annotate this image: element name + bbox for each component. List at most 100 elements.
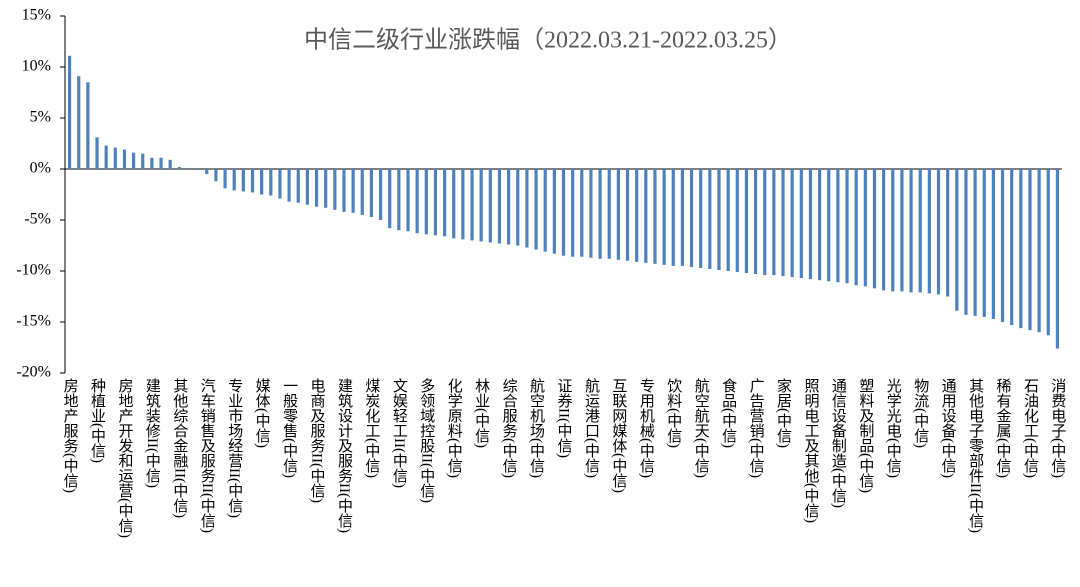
x-tick-label: 通用设备(中信) (940, 378, 957, 478)
bar (936, 169, 941, 295)
x-tick-label: 光学光电(中信) (885, 378, 902, 478)
bar (488, 169, 492, 243)
y-tick-label: -15% (16, 313, 51, 330)
bar (872, 169, 877, 289)
bar (1037, 169, 1041, 333)
bar (1028, 169, 1032, 331)
bar (964, 169, 968, 315)
bar (744, 169, 749, 274)
bar (589, 169, 593, 258)
bar (1046, 169, 1050, 336)
bar (561, 169, 566, 256)
bar (260, 169, 264, 195)
bar (598, 169, 602, 259)
bar (67, 55, 72, 169)
bar (177, 166, 181, 169)
y-tick-label: -20% (16, 364, 51, 381)
bar (772, 169, 776, 276)
bar (571, 169, 575, 257)
bar (433, 169, 438, 236)
bar (927, 169, 931, 294)
bar (241, 169, 245, 192)
bar (369, 169, 374, 217)
bar (534, 169, 538, 250)
x-tick-label: 广告营销(中信) (748, 378, 765, 478)
bar (516, 169, 520, 246)
x-tick-label: 饮料(中信) (665, 378, 682, 448)
bar (680, 169, 685, 266)
x-tick-label: 其他综合金融II(中信) (171, 378, 188, 518)
bar (689, 169, 694, 267)
bar (150, 157, 154, 169)
x-tick-label: 照明电工及其他(中信) (802, 378, 819, 523)
x-tick-label: 物流(中信) (912, 378, 929, 448)
x-tick-label: 石油化工(中信) (1022, 378, 1039, 478)
bar (168, 159, 172, 169)
bar (735, 169, 739, 273)
bar (278, 169, 282, 199)
x-tick-label: 综合服务(中信) (501, 378, 518, 478)
x-tick-label: 稀有金属(中信) (995, 378, 1012, 478)
bar (717, 169, 721, 270)
x-tick-label: 多领域控股II(中信) (418, 378, 435, 503)
bar (132, 152, 136, 169)
x-tick-label: 房地产开发和运营(中信) (116, 378, 133, 538)
x-tick-label: 通信设备制造(中信) (830, 378, 847, 508)
x-tick-label: 建筑装修II(中信) (144, 378, 161, 488)
bar (625, 169, 630, 261)
bar (342, 169, 346, 212)
y-tick-label: 5% (30, 109, 51, 126)
bar (891, 169, 895, 292)
bar (753, 169, 758, 275)
x-tick-label: 航空机场(中信) (528, 378, 545, 478)
x-tick-label: 航空航天(中信) (693, 378, 710, 478)
bar (799, 169, 803, 279)
x-tick-label: 塑料及制品(中信) (857, 378, 874, 493)
bar (671, 169, 675, 266)
y-tick-label: 0% (30, 160, 51, 177)
bar (287, 169, 291, 202)
bar (122, 149, 127, 169)
x-tick-label: 化学原料(中信) (446, 378, 463, 478)
bar (269, 169, 273, 196)
bar (552, 169, 556, 254)
chart-title: 中信二级行业涨跌幅（2022.03.21-2022.03.25） (304, 27, 792, 54)
bar (159, 157, 163, 169)
bar (296, 169, 300, 203)
bar (1010, 169, 1014, 326)
x-tick-label: 证券II(中信) (556, 378, 573, 458)
bar (141, 153, 145, 169)
bar (653, 169, 657, 264)
bar (250, 169, 255, 193)
bar (223, 169, 227, 189)
bar (827, 169, 831, 282)
bar (205, 169, 209, 175)
bar (406, 169, 410, 232)
bar (324, 169, 328, 208)
bar (525, 169, 529, 248)
x-tick-label: 一般零售(中信) (281, 378, 298, 478)
bar (77, 76, 81, 169)
bar (900, 169, 904, 292)
y-tick-label: 15% (22, 7, 51, 24)
x-tick-label: 建筑设计及服务II(中信) (336, 378, 353, 533)
x-tick-label: 文娱轻工II(中信) (391, 378, 408, 488)
x-tick-label: 林业(中信) (473, 378, 490, 448)
bar (635, 169, 639, 262)
bar (946, 169, 950, 297)
bar (397, 169, 401, 231)
bar (854, 169, 858, 286)
x-tick-label: 互联网媒体(中信) (610, 378, 627, 493)
x-tick-label: 煤炭化工(中信) (363, 378, 380, 478)
bar (442, 169, 447, 237)
bar (607, 169, 611, 259)
x-tick-label: 食品(中信) (720, 378, 737, 448)
bar (580, 169, 584, 257)
bar (452, 169, 456, 239)
bar (333, 169, 337, 210)
bar (415, 169, 419, 234)
bar (836, 169, 840, 283)
x-tick-label: 电商及服务II(中信) (309, 378, 326, 503)
bar (479, 169, 483, 242)
